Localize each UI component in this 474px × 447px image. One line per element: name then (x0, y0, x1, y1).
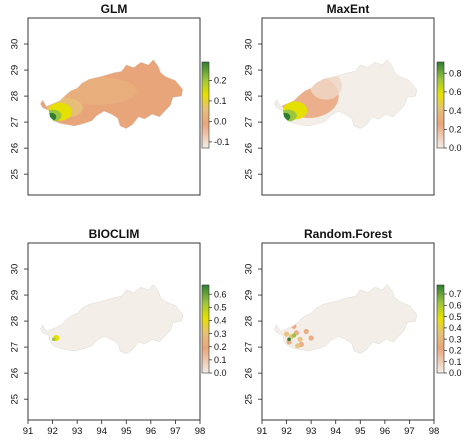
y-tick-label: 29 (244, 290, 255, 301)
map-region (274, 284, 418, 354)
x-tick-label: 98 (195, 426, 206, 437)
y-tick-label: 28 (10, 316, 21, 327)
y-tick-label: 26 (10, 368, 21, 379)
x-tick-label: 95 (355, 426, 366, 437)
colorbar-label: 0.5 (449, 312, 462, 322)
colorbar-label: 0.3 (214, 329, 227, 339)
colorbar-label: -0.1 (214, 137, 230, 147)
panel-title: MaxEnt (327, 2, 370, 16)
colorbar-label: 0.0 (214, 368, 227, 378)
x-tick-label: 91 (257, 426, 268, 437)
y-tick-label: 29 (244, 65, 255, 76)
panel-1: GLM 25 26 27 28 29 30 0.2 0.1 0.0 -0.1 (10, 2, 230, 196)
colorbar-label: 0.4 (449, 323, 462, 333)
panel-2: MaxEnt 25 26 27 28 29 30 0.8 0.6 0.4 0.2 0.0 (244, 2, 462, 196)
colorbar-label: 0.4 (214, 316, 227, 326)
colorbar-label: 0.8 (449, 68, 462, 78)
y-tick-label: 25 (244, 394, 255, 405)
plot-frame (261, 17, 435, 196)
y-tick-label: 27 (244, 117, 255, 128)
map-patch (308, 335, 314, 341)
colorbar-label: 0.0 (449, 143, 462, 153)
y-tick-label: 25 (244, 169, 255, 180)
plot-frame (27, 17, 201, 196)
colorbar (436, 61, 445, 149)
colorbar-label: 0.3 (449, 334, 462, 344)
map-patch (52, 337, 56, 342)
x-tick-label: 97 (404, 426, 415, 437)
map-patch (295, 343, 301, 349)
panel-3: BIOCLIM 25 26 27 28 29 30 91 92 93 94 95 96 97 98 0.6 0.… (10, 227, 227, 437)
colorbar-label: 0.2 (214, 76, 227, 86)
x-tick-label: 95 (121, 426, 132, 437)
panel-title: BIOCLIM (89, 227, 140, 241)
map-patch (303, 328, 309, 335)
y-tick-label: 28 (10, 91, 21, 102)
map-patch (291, 333, 297, 338)
map-patch (297, 336, 303, 342)
map-patch (46, 112, 57, 121)
colorbar-label: 0.6 (449, 301, 462, 311)
colorbar-label: 0.2 (214, 342, 227, 352)
colorbar-label: 0.1 (214, 355, 227, 365)
colorbar-label: 0.2 (449, 125, 462, 135)
x-tick-label: 94 (330, 426, 341, 437)
x-tick-label: 92 (281, 426, 292, 437)
colorbar-label: 0.1 (214, 96, 227, 106)
x-tick-label: 96 (146, 426, 157, 437)
colorbar-label: 0.0 (449, 368, 462, 378)
y-tick-label: 30 (10, 39, 21, 50)
colorbar (436, 284, 445, 374)
x-tick-label: 97 (170, 426, 181, 437)
y-tick-label: 27 (10, 342, 21, 353)
colorbar (201, 61, 210, 149)
y-tick-label: 27 (10, 117, 21, 128)
x-tick-label: 96 (380, 426, 391, 437)
map-patch (283, 331, 290, 337)
colorbar-label: 0.7 (449, 289, 462, 299)
map-detail (52, 335, 60, 342)
y-tick-label: 28 (244, 316, 255, 327)
colorbar-label: 0.4 (449, 106, 462, 116)
x-tick-label: 98 (429, 426, 440, 437)
y-tick-label: 27 (244, 342, 255, 353)
plot-frame (27, 242, 201, 421)
x-tick-label: 94 (96, 426, 107, 437)
colorbar-label: 0.2 (449, 346, 462, 356)
map-detail (283, 323, 314, 349)
map-patch (286, 339, 292, 345)
plot-frame (261, 242, 435, 421)
y-tick-label: 30 (244, 264, 255, 275)
x-tick-label: 92 (47, 426, 58, 437)
y-tick-label: 30 (244, 39, 255, 50)
colorbar-label: 0.5 (214, 303, 227, 313)
panel-4: Random.Forest 25 26 27 28 29 30 91 92 93 94 95 96 97 9… (244, 227, 462, 437)
colorbar-label: 0.1 (449, 357, 462, 367)
map-region (40, 284, 184, 354)
y-tick-label: 25 (10, 394, 21, 405)
panel-title: Random.Forest (304, 227, 392, 241)
panel-title: GLM (101, 2, 128, 16)
x-tick-label: 91 (23, 426, 34, 437)
y-tick-label: 28 (244, 91, 255, 102)
y-tick-label: 30 (10, 264, 21, 275)
colorbar-label: 0.6 (449, 87, 462, 97)
y-tick-label: 29 (10, 290, 21, 301)
y-tick-label: 25 (10, 169, 21, 180)
colorbar-label: 0.6 (214, 289, 227, 299)
y-tick-label: 26 (244, 368, 255, 379)
colorbar-label: 0.0 (214, 117, 227, 127)
y-tick-label: 29 (10, 65, 21, 76)
x-tick-label: 93 (306, 426, 317, 437)
y-tick-label: 26 (244, 143, 255, 154)
map-patch (287, 337, 291, 342)
colorbar (201, 284, 210, 374)
x-tick-label: 93 (72, 426, 83, 437)
map-patch (280, 112, 291, 121)
y-tick-label: 26 (10, 143, 21, 154)
map-patch (291, 323, 297, 329)
